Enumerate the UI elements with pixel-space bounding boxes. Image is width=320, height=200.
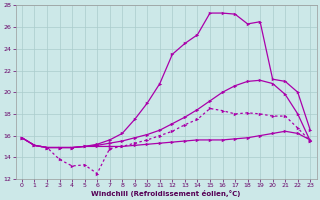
X-axis label: Windchill (Refroidissement éolien,°C): Windchill (Refroidissement éolien,°C): [92, 190, 241, 197]
